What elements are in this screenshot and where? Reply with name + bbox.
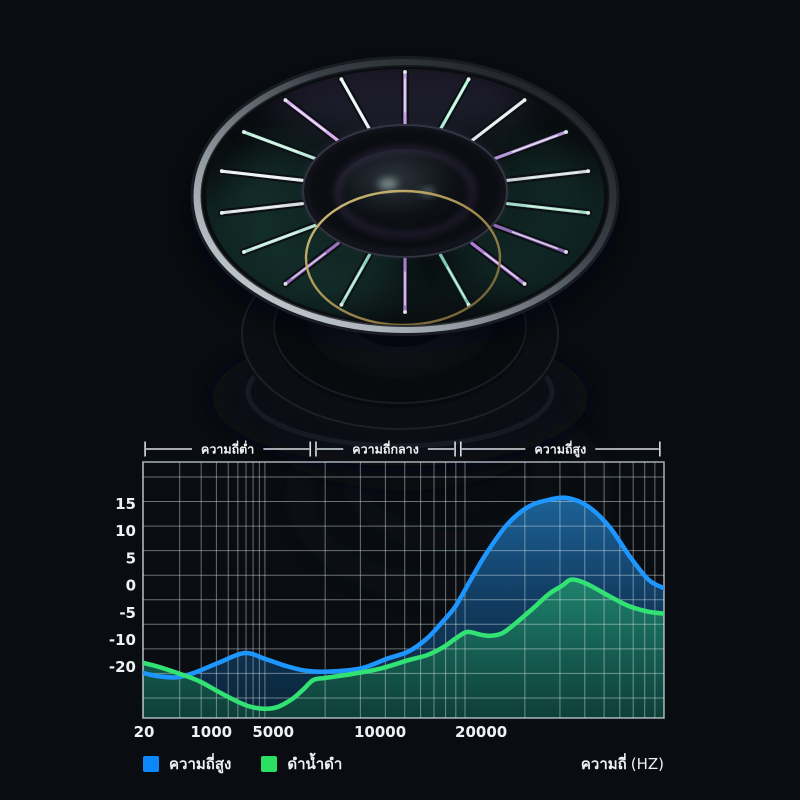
series-high-frequency [143,495,664,680]
legend-label-high-frequency: ความถี่สูง [169,755,232,773]
series-strokes [143,495,664,711]
series-fills [143,497,664,718]
svg-text:ความถี่กลาง: ความถี่กลาง [352,441,419,457]
svg-text:10: 10 [115,522,136,540]
diaphragm-spokes [218,69,592,316]
legend-swatch-blue [143,756,159,772]
svg-text:ความถี่ต่ำ: ความถี่ต่ำ [201,441,254,457]
svg-text:5000: 5000 [252,723,294,741]
svg-text:1000: 1000 [190,723,232,741]
svg-text:15: 15 [115,495,136,513]
legend-swatch-green [261,756,278,772]
svg-text:0: 0 [126,577,136,595]
x-axis-labels: 20 1000 5000 10000 20000 [134,723,508,741]
range-brackets: ความถี่ต่ำ ความถี่กลาง ความถี่สูง [144,441,661,458]
svg-text:-20: -20 [109,658,136,676]
legend-item-high-frequency: ความถี่สูง [143,752,231,776]
svg-text:-10: -10 [109,631,136,649]
legend-label-deep-bass: ดำน้ำดำ [287,755,343,773]
y-axis-labels: 15 10 5 0 -5 -10 -20 [109,495,136,676]
center-dome [335,149,475,239]
svg-text:20: 20 [134,723,155,741]
svg-text:-5: -5 [119,604,136,622]
svg-text:20000: 20000 [455,723,507,741]
legend-item-deep-bass: ดำน้ำดำ [261,752,342,776]
svg-text:10000: 10000 [354,723,406,741]
x-axis-title: ความถี่ (HZ) [581,752,664,776]
disc-rim [192,57,618,335]
x-axis-unit: (HZ) [630,755,664,773]
x-axis-title-text: ความถี่ [580,755,627,773]
chart-legend: ความถี่สูง ดำน้ำดำ ความถี่ (HZ) [143,752,664,776]
svg-text:ความถี่สูง: ความถี่สูง [534,441,586,458]
series-deep-bass [143,577,664,711]
tweeter-disc [188,56,620,352]
svg-text:5: 5 [126,549,136,567]
